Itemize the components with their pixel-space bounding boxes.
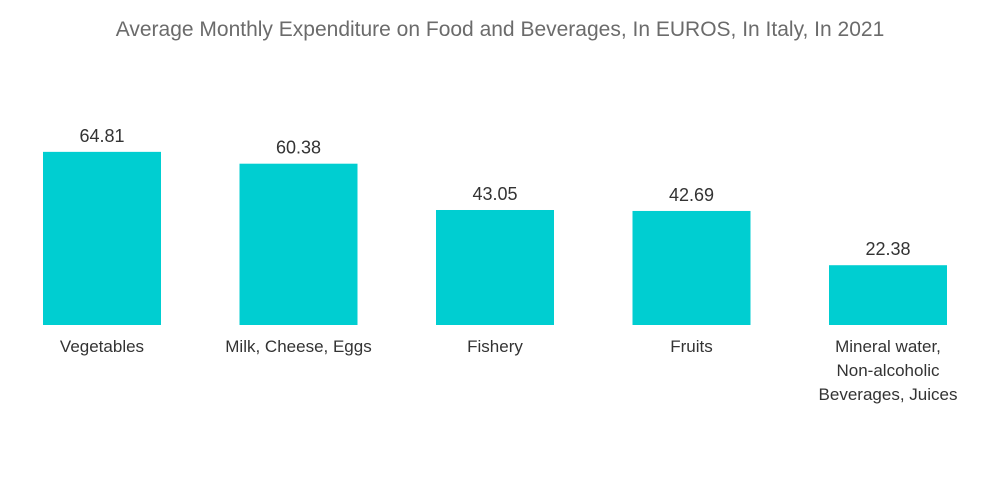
bar-3: [436, 209, 554, 325]
value-label-4: 42.69: [669, 185, 714, 205]
category-label-1: Vegetables: [60, 337, 144, 356]
value-label-3: 43.05: [472, 184, 517, 204]
value-labels-group: 64.81 60.38 43.05 42.69 22.38: [79, 126, 910, 259]
category-label-line: Beverages, Juices: [819, 385, 958, 404]
value-label-1: 64.81: [79, 126, 124, 146]
bar-1: [43, 151, 161, 325]
bars-group: [43, 151, 947, 325]
category-label-line: Vegetables: [60, 337, 144, 356]
category-labels-group: Vegetables Milk, Cheese, Eggs Fishery Fruit…: [60, 337, 958, 404]
category-label-line: Milk, Cheese, Eggs: [225, 337, 371, 356]
category-label-2: Milk, Cheese, Eggs: [225, 337, 371, 356]
value-label-2: 60.38: [276, 138, 321, 158]
bar-4: [632, 210, 751, 325]
category-label-5: Mineral water, Non-alcoholic Beverages, Ju…: [819, 337, 958, 404]
category-label-line: Fruits: [670, 337, 713, 356]
category-label-line: Fishery: [467, 337, 523, 356]
bar-2: [239, 163, 358, 325]
chart-title: Average Monthly Expenditure on Food and …: [115, 18, 885, 41]
category-label-3: Fishery: [467, 337, 523, 356]
value-label-5: 22.38: [865, 239, 910, 259]
category-label-line: Non-alcoholic: [837, 361, 940, 380]
category-label-line: Mineral water,: [835, 337, 941, 356]
category-label-4: Fruits: [670, 337, 713, 356]
bar-5: [829, 265, 947, 325]
